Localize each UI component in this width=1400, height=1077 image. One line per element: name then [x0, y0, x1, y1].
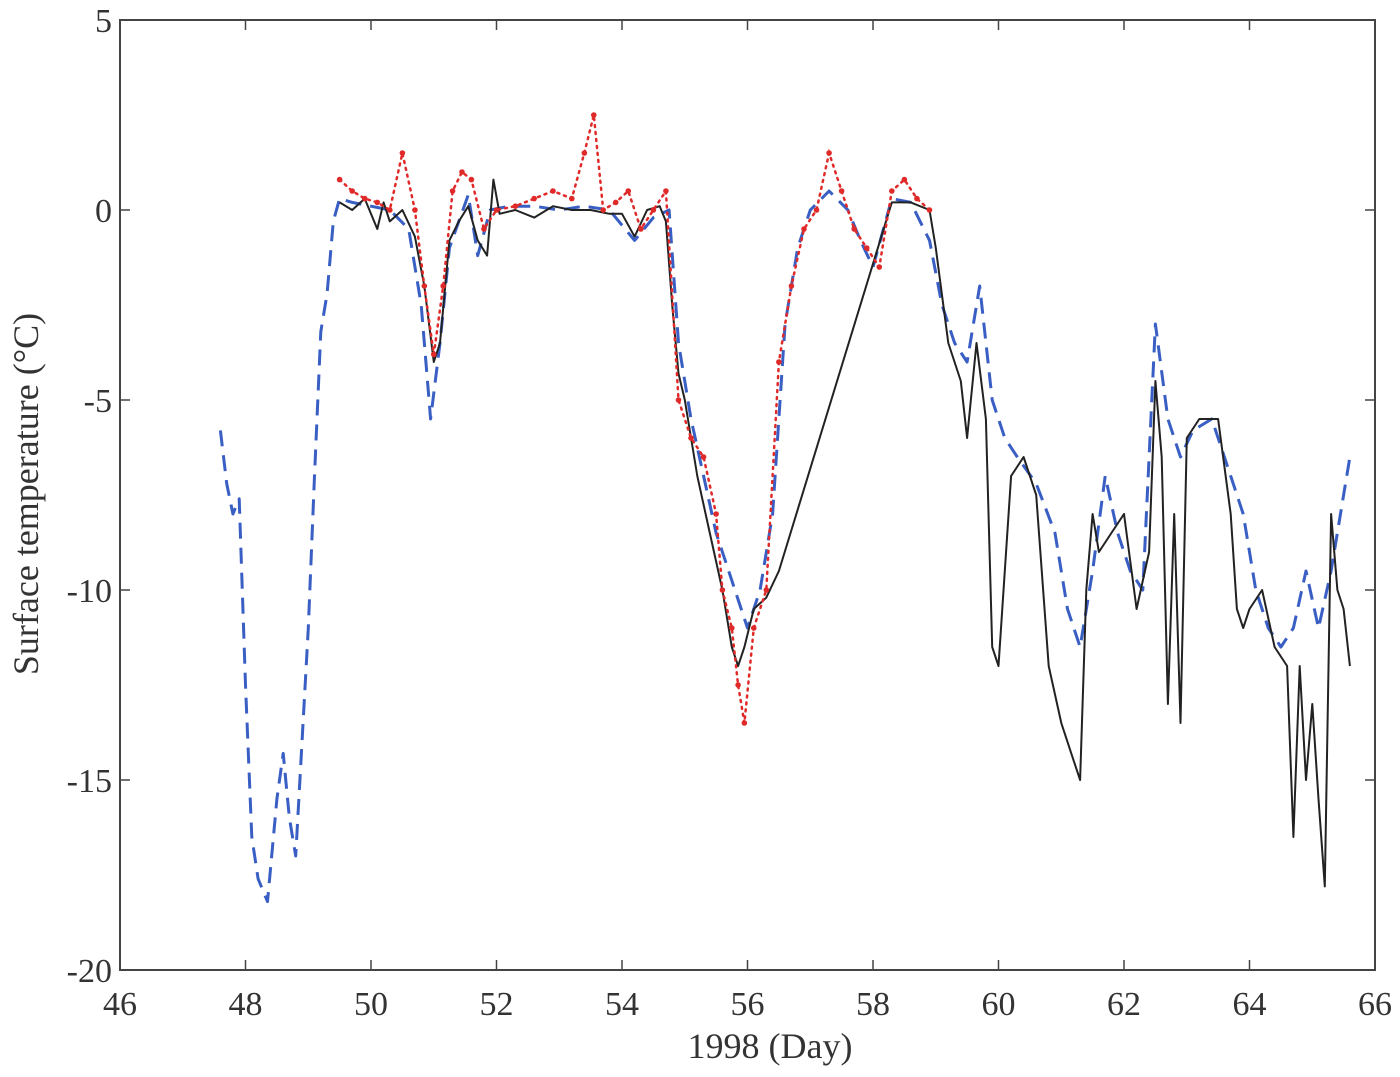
- y-tick-label: -10: [67, 573, 112, 610]
- x-tick-label: 48: [229, 986, 263, 1023]
- x-tick-label: 56: [731, 986, 765, 1023]
- data-point: [449, 188, 456, 194]
- y-tick-label: -15: [67, 763, 112, 800]
- data-point: [729, 625, 735, 631]
- y-axis-title: Surface temperature (°C): [6, 313, 46, 675]
- data-point: [763, 587, 770, 593]
- x-tick-label: 46: [103, 986, 137, 1023]
- x-tick-label: 62: [1107, 986, 1141, 1023]
- x-tick-label: 50: [354, 986, 388, 1023]
- series-2-line: [339, 178, 1351, 888]
- y-tick-label: 0: [95, 193, 112, 230]
- series-3-line: [338, 114, 931, 724]
- plot-area: [119, 19, 1376, 971]
- x-tick-label: 60: [982, 986, 1016, 1023]
- x-tick-label: 58: [856, 986, 890, 1023]
- x-tick-label: 52: [480, 986, 514, 1023]
- x-tick-label: 64: [1233, 986, 1267, 1023]
- y-tick-label: 5: [95, 3, 112, 40]
- plot-frame: [119, 19, 1376, 971]
- y-tick-label: -5: [84, 383, 112, 420]
- x-tick-label: 54: [605, 986, 639, 1023]
- y-tick-label: -20: [67, 953, 112, 990]
- series-layer: [218, 112, 1352, 904]
- series-1-line: [218, 189, 1352, 904]
- x-axis-title: 1998 (Day): [688, 1026, 853, 1066]
- x-tick-label: 66: [1358, 986, 1392, 1023]
